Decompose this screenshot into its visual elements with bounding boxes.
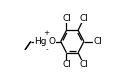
Text: Cl: Cl (79, 60, 88, 69)
Text: Cl: Cl (79, 14, 88, 23)
Text: Cl: Cl (94, 37, 103, 46)
Text: Hg: Hg (35, 37, 47, 46)
Text: Cl: Cl (62, 60, 71, 69)
Text: -: - (46, 46, 49, 52)
Text: Cl: Cl (62, 14, 71, 23)
Text: O: O (48, 37, 55, 46)
Text: +: + (43, 30, 49, 36)
